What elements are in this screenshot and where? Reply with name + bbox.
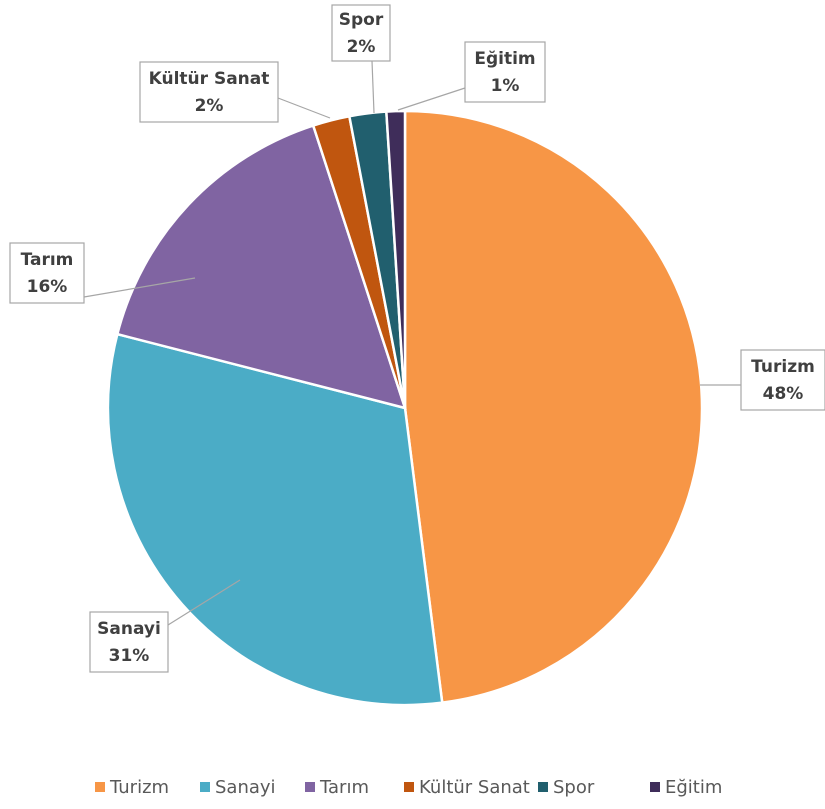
legend-label: Turizm	[109, 777, 169, 798]
legend-label: Tarım	[319, 777, 369, 798]
label-box	[9, 242, 85, 304]
leader-line	[277, 97, 331, 119]
pie-slice	[106, 332, 444, 707]
label-box	[331, 4, 391, 62]
leader-line	[397, 87, 466, 111]
label-value: 2%	[195, 96, 224, 116]
legend-swatch	[200, 782, 210, 792]
label-value: 48%	[763, 384, 804, 404]
legend-label: Sanayi	[215, 777, 276, 798]
label-value: 2%	[347, 37, 376, 57]
label-name: Spor	[339, 10, 384, 30]
legend-swatch	[650, 782, 660, 792]
legend-swatch	[404, 782, 414, 792]
legend-label: Eğitim	[665, 777, 722, 798]
label-box	[89, 611, 169, 673]
pie-slice	[385, 109, 407, 409]
label-box	[740, 349, 825, 411]
label-value: 31%	[109, 646, 150, 666]
label-box	[139, 61, 279, 123]
label-box	[464, 41, 546, 103]
leader-line	[371, 60, 375, 114]
pie-slice	[403, 109, 704, 705]
legend-swatch	[538, 782, 548, 792]
label-name: Tarım	[21, 250, 74, 270]
label-value: 1%	[491, 76, 520, 96]
label-name: Kültür Sanat	[149, 69, 270, 89]
label-name: Sanayi	[97, 619, 161, 639]
leader-line	[83, 277, 196, 298]
legend-label: Spor	[553, 777, 595, 798]
legend-swatch	[95, 782, 105, 792]
legend-label: Kültür Sanat	[419, 777, 530, 798]
label-name: Eğitim	[474, 49, 535, 69]
label-value: 16%	[27, 277, 68, 297]
pie-slice	[115, 123, 407, 410]
legend-swatch	[305, 782, 315, 792]
leader-line	[167, 579, 241, 626]
label-name: Turizm	[751, 357, 815, 377]
